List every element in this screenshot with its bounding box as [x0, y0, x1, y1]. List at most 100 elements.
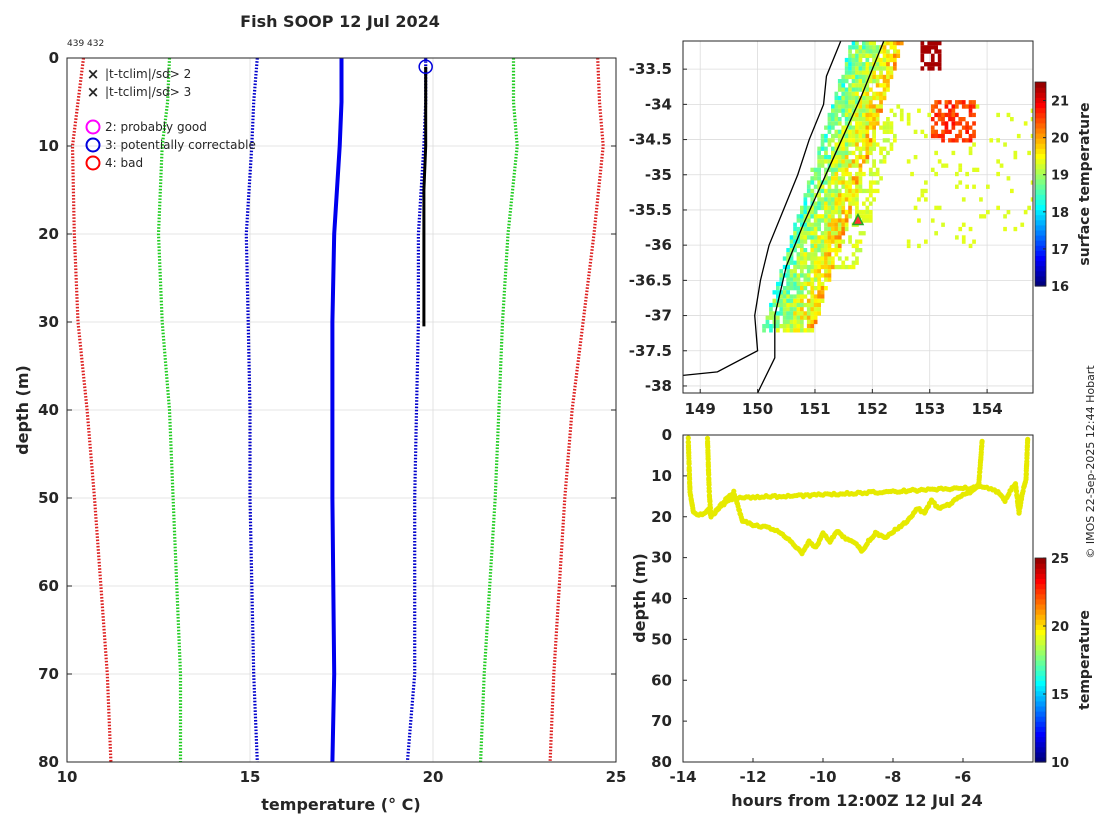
- credit-text: © IMOS 22-Sep-2025 12:44 Hobart: [1084, 365, 1097, 559]
- sst-pixel: [820, 243, 825, 249]
- sst-pixel: [834, 129, 839, 134]
- sst-pixel: [872, 74, 876, 80]
- sst-pixel: [848, 91, 852, 96]
- depth-track-0: [685, 435, 985, 557]
- sst-pixel: [844, 197, 849, 202]
- sst-pixel: [793, 324, 797, 329]
- sst-pixel: [824, 188, 828, 194]
- sst-colorbar-segment: [1035, 143, 1046, 149]
- sst-pixel: [803, 315, 808, 320]
- sst-pixel: [917, 197, 921, 202]
- sst-pixel: [851, 180, 856, 185]
- sst-pixel: [810, 264, 815, 270]
- sst-pixel: [837, 100, 842, 105]
- sst-pixel: [837, 201, 842, 206]
- sst-pixel: [972, 112, 976, 118]
- sst-pixel: [827, 269, 832, 274]
- sst-pixel: [851, 150, 856, 156]
- sst-pixel: [810, 226, 815, 232]
- sst-pixel: [789, 273, 794, 278]
- sst-pixel: [831, 138, 835, 143]
- sst-pixel: [872, 171, 876, 177]
- sst-pixel: [855, 171, 859, 177]
- sst-pixel: [817, 184, 821, 189]
- sst-pixel: [824, 260, 828, 265]
- sst-pixel: [851, 41, 856, 46]
- sst-pixel: [803, 222, 808, 227]
- sst-pixel: [968, 125, 973, 130]
- sst-pixel: [896, 41, 901, 46]
- sst-pixel: [834, 201, 839, 206]
- sst-pixel: [824, 176, 828, 181]
- sst-pixel: [806, 252, 811, 257]
- sst-pixel: [831, 188, 835, 194]
- sst-pixel: [872, 121, 876, 126]
- sst-pixel: [803, 239, 808, 244]
- sst-pixel: [810, 286, 815, 291]
- sst-pixel: [796, 239, 801, 244]
- sst-pixel: [793, 328, 797, 333]
- sst-pixel: [865, 129, 870, 134]
- sst-pixel: [868, 180, 873, 185]
- sst-pixel: [813, 248, 818, 253]
- sst-pixel: [848, 176, 852, 181]
- sst-pixel: [824, 277, 828, 282]
- sst-colorbar-tick-label: 21: [1051, 95, 1069, 110]
- sst-pixel: [796, 281, 801, 287]
- sst-pixel: [982, 214, 987, 219]
- sst-pixel: [786, 281, 790, 287]
- sst-pixel: [858, 138, 863, 143]
- sst-pixel: [851, 193, 856, 198]
- sst-pixel: [968, 108, 973, 113]
- sst-pixel: [889, 57, 894, 63]
- sst-pixel: [803, 260, 808, 265]
- profile-xtick-label: 10: [57, 768, 78, 786]
- sst-pixel: [862, 121, 866, 126]
- sst-pixel: [831, 235, 835, 240]
- sst-pixel: [858, 171, 863, 177]
- sst-pixel: [779, 269, 784, 274]
- profile-ytick-label: 50: [38, 489, 59, 507]
- sst-colorbar-segment: [1035, 199, 1046, 205]
- sst-pixel: [848, 70, 852, 75]
- legend-circle-item: 4: bad: [85, 155, 143, 171]
- sst-pixel: [1006, 112, 1011, 118]
- sst-pixel: [817, 264, 821, 270]
- sst-pixel: [872, 180, 876, 185]
- temp-colorbar-segment: [1035, 558, 1046, 564]
- sst-pixel: [841, 138, 846, 143]
- sst-pixel: [803, 277, 808, 282]
- sst-pixel: [930, 66, 935, 71]
- sst-colorbar-tick-label: 20: [1051, 132, 1069, 147]
- sst-pixel: [913, 129, 918, 134]
- sst-pixel: [841, 155, 846, 160]
- sst-pixel: [806, 231, 811, 236]
- sst-pixel: [844, 184, 849, 189]
- sst-pixel: [834, 155, 839, 160]
- sst-pixel: [820, 252, 825, 257]
- sst-pixel: [844, 100, 849, 105]
- sst-pixel: [862, 231, 866, 236]
- sst-pixel: [817, 146, 821, 151]
- sst-pixel: [837, 243, 842, 249]
- sst-pixel: [837, 150, 842, 156]
- sst-pixel: [817, 222, 821, 227]
- sst-pixel: [810, 315, 815, 320]
- sst-pixel: [800, 205, 804, 210]
- legend-x-item: × |t-tclim|/sd> 2: [87, 65, 191, 83]
- sst-pixel: [986, 184, 990, 189]
- map-ytick-label: -36: [645, 236, 672, 254]
- sst-pixel: [824, 256, 828, 261]
- sst-pixel: [875, 180, 880, 185]
- sst-pixel: [827, 125, 832, 130]
- sst-pixel: [844, 264, 849, 270]
- sst-pixel: [886, 66, 890, 71]
- sst-pixel: [868, 49, 873, 54]
- sst-pixel: [841, 83, 846, 88]
- sst-pixel: [893, 66, 897, 71]
- sst-pixel: [806, 290, 811, 295]
- sst-pixel: [872, 142, 876, 147]
- map-ytick-label: -34.5: [629, 131, 672, 149]
- sst-pixel: [806, 302, 811, 308]
- sst-pixel: [824, 264, 828, 270]
